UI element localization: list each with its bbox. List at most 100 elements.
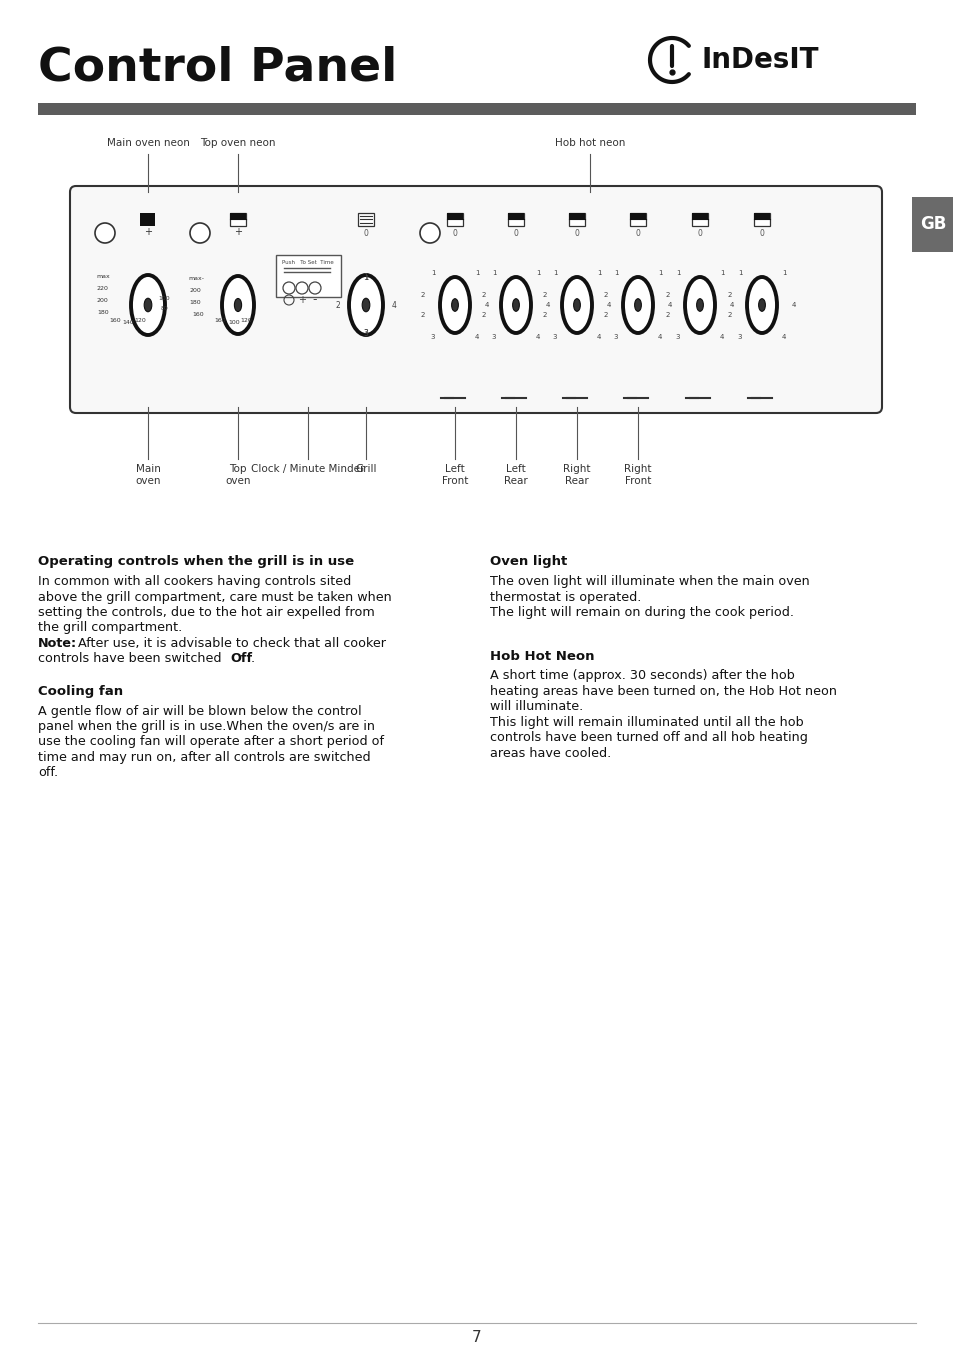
- Text: 80: 80: [161, 305, 169, 311]
- Text: 120: 120: [240, 317, 252, 323]
- Text: 1: 1: [657, 270, 661, 276]
- Text: 3: 3: [737, 334, 741, 340]
- Ellipse shape: [500, 277, 531, 332]
- Text: 160: 160: [109, 317, 121, 323]
- Text: 0: 0: [574, 228, 578, 238]
- Text: GB: GB: [919, 215, 945, 232]
- Ellipse shape: [234, 299, 241, 312]
- Text: 3: 3: [675, 334, 679, 340]
- Text: Oven light: Oven light: [490, 555, 567, 567]
- Text: will illuminate.: will illuminate.: [490, 701, 582, 713]
- Ellipse shape: [362, 299, 370, 312]
- Text: Operating controls when the grill is in use: Operating controls when the grill is in …: [38, 555, 354, 567]
- Text: 4: 4: [658, 334, 661, 340]
- Text: InDesIT: InDesIT: [701, 46, 819, 74]
- Bar: [140, 212, 155, 226]
- Ellipse shape: [573, 299, 579, 311]
- Text: 2: 2: [727, 312, 731, 317]
- Text: 1: 1: [719, 270, 723, 276]
- Text: 0: 0: [513, 228, 517, 238]
- Bar: [568, 212, 584, 226]
- Text: 4: 4: [781, 334, 785, 340]
- Text: 200: 200: [189, 288, 201, 293]
- Ellipse shape: [622, 277, 652, 332]
- Text: In common with all cookers having controls sited: In common with all cookers having contro…: [38, 576, 351, 588]
- Circle shape: [295, 282, 308, 295]
- Text: 180: 180: [189, 300, 200, 305]
- Text: above the grill compartment, care must be taken when: above the grill compartment, care must b…: [38, 590, 392, 604]
- Text: 1: 1: [597, 270, 600, 276]
- Ellipse shape: [144, 299, 152, 312]
- Ellipse shape: [758, 299, 764, 311]
- Bar: [691, 212, 707, 226]
- Text: 1: 1: [431, 270, 435, 276]
- Bar: [568, 212, 584, 219]
- Text: use the cooling fan will operate after a short period of: use the cooling fan will operate after a…: [38, 735, 384, 748]
- Text: Top oven neon: Top oven neon: [200, 138, 275, 149]
- Text: 3: 3: [491, 334, 496, 340]
- Text: 4: 4: [597, 334, 600, 340]
- Text: heating areas have been turned on, the Hob Hot neon: heating areas have been turned on, the H…: [490, 685, 836, 698]
- Text: 100: 100: [228, 320, 239, 326]
- Ellipse shape: [222, 276, 253, 334]
- Text: 100: 100: [158, 296, 170, 300]
- Bar: [507, 212, 523, 226]
- Text: 0: 0: [759, 228, 763, 238]
- Text: 2: 2: [603, 292, 608, 299]
- Text: After use, it is advisable to check that all cooker: After use, it is advisable to check that…: [74, 638, 386, 650]
- Bar: [753, 212, 769, 226]
- Text: Top
oven: Top oven: [225, 463, 251, 485]
- Text: Note:: Note:: [38, 638, 77, 650]
- Text: 1: 1: [363, 276, 368, 281]
- Text: 1: 1: [613, 270, 618, 276]
- Text: 2: 2: [665, 292, 670, 299]
- Text: 4: 4: [475, 334, 478, 340]
- Bar: [507, 212, 523, 219]
- Bar: [447, 212, 462, 219]
- Text: 1: 1: [363, 273, 368, 281]
- Text: 2: 2: [420, 292, 425, 299]
- Text: Grill: Grill: [355, 463, 376, 474]
- FancyBboxPatch shape: [70, 186, 882, 413]
- Text: 3: 3: [613, 334, 618, 340]
- Text: A gentle flow of air will be blown below the control: A gentle flow of air will be blown below…: [38, 704, 361, 717]
- Text: 1: 1: [737, 270, 741, 276]
- Text: panel when the grill is in use.When the oven/s are in: panel when the grill is in use.When the …: [38, 720, 375, 734]
- Text: 0: 0: [697, 228, 701, 238]
- Text: max-: max-: [188, 276, 204, 281]
- Text: off.: off.: [38, 766, 58, 780]
- Text: 2: 2: [481, 312, 486, 317]
- Bar: [275, 255, 340, 297]
- Text: The oven light will illuminate when the main oven: The oven light will illuminate when the …: [490, 576, 809, 588]
- Text: +: +: [233, 227, 242, 236]
- Text: 0: 0: [363, 228, 368, 238]
- Text: 4: 4: [545, 303, 550, 308]
- Bar: [357, 212, 374, 226]
- Bar: [629, 212, 645, 219]
- Bar: [629, 212, 645, 226]
- Bar: [911, 197, 953, 253]
- Text: 4: 4: [720, 334, 723, 340]
- Ellipse shape: [634, 299, 640, 311]
- Circle shape: [190, 223, 210, 243]
- Circle shape: [309, 282, 320, 295]
- Text: 3: 3: [552, 334, 557, 340]
- Text: The light will remain on during the cook period.: The light will remain on during the cook…: [490, 607, 793, 619]
- Text: Push   To Set  Time: Push To Set Time: [282, 259, 334, 265]
- Text: 2: 2: [542, 312, 547, 317]
- Ellipse shape: [696, 299, 702, 311]
- Text: Left
Rear: Left Rear: [503, 463, 527, 485]
- Text: 1: 1: [536, 270, 539, 276]
- Text: controls have been turned off and all hob heating: controls have been turned off and all ho…: [490, 731, 807, 744]
- Text: +: +: [297, 295, 306, 305]
- Bar: [753, 212, 769, 219]
- Text: 0: 0: [452, 228, 456, 238]
- Text: setting the controls, due to the hot air expelled from: setting the controls, due to the hot air…: [38, 607, 375, 619]
- Text: controls have been switched: controls have been switched: [38, 653, 225, 666]
- Text: 2: 2: [727, 292, 731, 299]
- Text: 0: 0: [635, 228, 639, 238]
- Ellipse shape: [131, 276, 165, 335]
- Text: 2: 2: [335, 300, 340, 309]
- Text: 1: 1: [475, 270, 478, 276]
- Text: Right
Front: Right Front: [623, 463, 651, 485]
